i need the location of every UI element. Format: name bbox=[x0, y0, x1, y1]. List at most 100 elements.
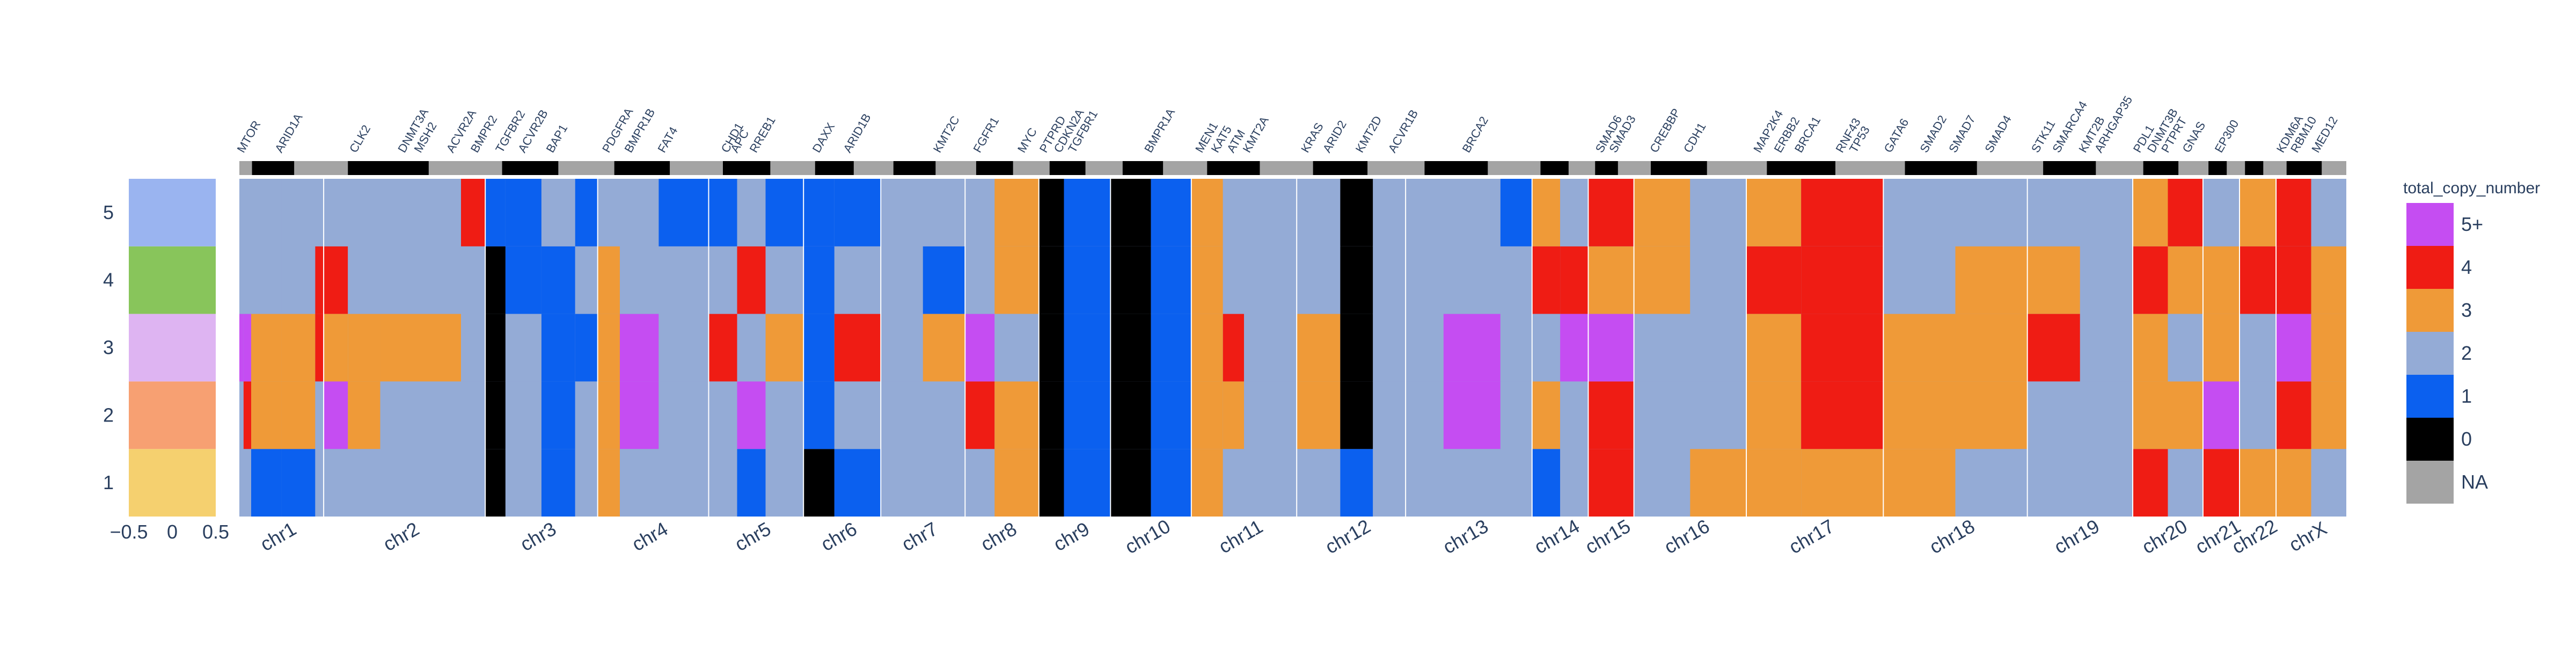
gene-label-ACVR1B: ACVR1B bbox=[1385, 107, 1421, 155]
copy-number-cell bbox=[708, 449, 737, 517]
copy-number-cell bbox=[1340, 381, 1373, 449]
copy-number-cell bbox=[2080, 449, 2133, 517]
copy-number-cell bbox=[2080, 246, 2133, 314]
sample-cell-1 bbox=[129, 449, 216, 517]
copy-number-cell bbox=[658, 314, 709, 382]
gene-label-SMAD2: SMAD2 bbox=[1917, 113, 1949, 155]
copy-number-cell bbox=[620, 381, 659, 449]
copy-number-cell bbox=[834, 314, 881, 382]
copy-number-cell bbox=[1532, 179, 1561, 246]
gene-bar-block bbox=[2286, 161, 2322, 175]
chromosome-label-chr7: chr7 bbox=[898, 518, 941, 556]
copy-number-cell bbox=[485, 179, 506, 246]
gene-bar-block bbox=[252, 161, 295, 175]
copy-number-cell bbox=[281, 449, 316, 517]
copy-number-cell bbox=[541, 381, 575, 449]
gene-bar-block bbox=[2245, 161, 2264, 175]
copy-number-cell bbox=[1151, 314, 1191, 382]
gene-bar-block bbox=[2208, 161, 2227, 175]
copy-number-cell bbox=[1151, 449, 1191, 517]
copy-number-cell bbox=[597, 381, 620, 449]
copy-number-cell bbox=[1955, 314, 2028, 382]
copy-number-cell bbox=[281, 381, 316, 449]
copy-number-cell bbox=[1340, 314, 1373, 382]
colorbar-swatch-5+ bbox=[2406, 203, 2454, 246]
copy-number-cell bbox=[281, 179, 316, 246]
copy-number-cell bbox=[2168, 179, 2203, 246]
copy-number-cell bbox=[765, 449, 804, 517]
copy-number-cell bbox=[348, 246, 380, 314]
copy-number-cell bbox=[834, 179, 881, 246]
copy-number-cell bbox=[1532, 449, 1561, 517]
copy-number-cell bbox=[1746, 179, 1802, 246]
copy-number-cell bbox=[1373, 449, 1406, 517]
gene-label-BAP1: BAP1 bbox=[544, 122, 570, 155]
copy-number-cell bbox=[994, 179, 1039, 246]
gene-bar-block bbox=[1207, 161, 1260, 175]
gene-label-KMT2C: KMT2C bbox=[931, 113, 962, 155]
chromosome-label-chr16: chr16 bbox=[1660, 515, 1713, 558]
copy-number-cell bbox=[2168, 246, 2203, 314]
copy-number-cell bbox=[2027, 246, 2080, 314]
copy-number-cell bbox=[765, 246, 804, 314]
copy-number-cell bbox=[2080, 381, 2133, 449]
copy-number-cell bbox=[281, 314, 316, 382]
colorbar-label: 2 bbox=[2461, 342, 2472, 364]
copy-number-cell bbox=[965, 246, 995, 314]
copy-number-cell bbox=[239, 314, 244, 382]
gene-label-KMT2D: KMT2D bbox=[1353, 113, 1385, 155]
copy-number-cell bbox=[1883, 246, 1956, 314]
copy-number-cell bbox=[1634, 314, 1690, 382]
colorbar-legend: total_copy_number 5+ 4 3 2 1 0 NA bbox=[2403, 179, 2540, 504]
copy-number-cell bbox=[2133, 314, 2168, 382]
copy-number-cell bbox=[239, 246, 244, 314]
copy-number-cell bbox=[1588, 179, 1634, 246]
copy-number-cell bbox=[1244, 381, 1297, 449]
colorbar-swatch-1 bbox=[2406, 375, 2454, 418]
copy-number-cell bbox=[1373, 381, 1406, 449]
copy-number-cell bbox=[881, 179, 923, 246]
copy-number-cell bbox=[461, 179, 486, 246]
copy-number-cell bbox=[1955, 179, 2028, 246]
copy-number-cell bbox=[1634, 246, 1690, 314]
copy-number-cell bbox=[1500, 179, 1532, 246]
copy-number-cell bbox=[597, 449, 620, 517]
colorbar-label: 1 bbox=[2461, 385, 2472, 407]
copy-number-cell bbox=[834, 381, 881, 449]
gene-bar-block bbox=[1905, 161, 1977, 175]
copy-number-cell bbox=[2240, 381, 2277, 449]
copy-number-cell bbox=[1223, 381, 1245, 449]
copy-number-cell bbox=[965, 179, 995, 246]
copy-number-cell bbox=[348, 314, 380, 382]
gene-bar-block bbox=[1313, 161, 1368, 175]
copy-number-cell bbox=[505, 449, 541, 517]
copy-number-cell bbox=[2276, 449, 2311, 517]
copy-number-cell bbox=[2202, 449, 2240, 517]
copy-number-cell bbox=[1038, 179, 1064, 246]
copy-number-cell bbox=[1191, 246, 1223, 314]
copy-number-cell bbox=[765, 314, 804, 382]
copy-number-cell bbox=[1746, 449, 1802, 517]
copy-number-cell bbox=[834, 246, 881, 314]
copy-number-cell bbox=[1373, 314, 1406, 382]
copy-number-cell bbox=[708, 381, 737, 449]
copy-number-cell bbox=[1588, 314, 1634, 382]
chromosome-label-chr17: chr17 bbox=[1785, 515, 1838, 558]
copy-number-cell bbox=[485, 314, 506, 382]
copy-number-cell bbox=[1560, 179, 1589, 246]
copy-number-cell bbox=[2202, 179, 2240, 246]
copy-number-cell bbox=[1110, 179, 1151, 246]
copy-number-cell bbox=[348, 449, 380, 517]
gene-label-ARID1B: ARID1B bbox=[840, 111, 873, 155]
copy-number-cell bbox=[243, 314, 251, 382]
copy-number-cell bbox=[1801, 246, 1884, 314]
row-tick-label: 1 bbox=[103, 471, 114, 493]
copy-number-cell bbox=[1064, 314, 1111, 382]
copy-number-cell bbox=[2311, 449, 2346, 517]
copy-number-cell bbox=[1532, 246, 1561, 314]
copy-number-cell bbox=[461, 314, 486, 382]
copy-number-cell bbox=[1244, 449, 1297, 517]
copy-number-cell bbox=[1560, 246, 1589, 314]
copy-number-cell bbox=[1955, 449, 2028, 517]
